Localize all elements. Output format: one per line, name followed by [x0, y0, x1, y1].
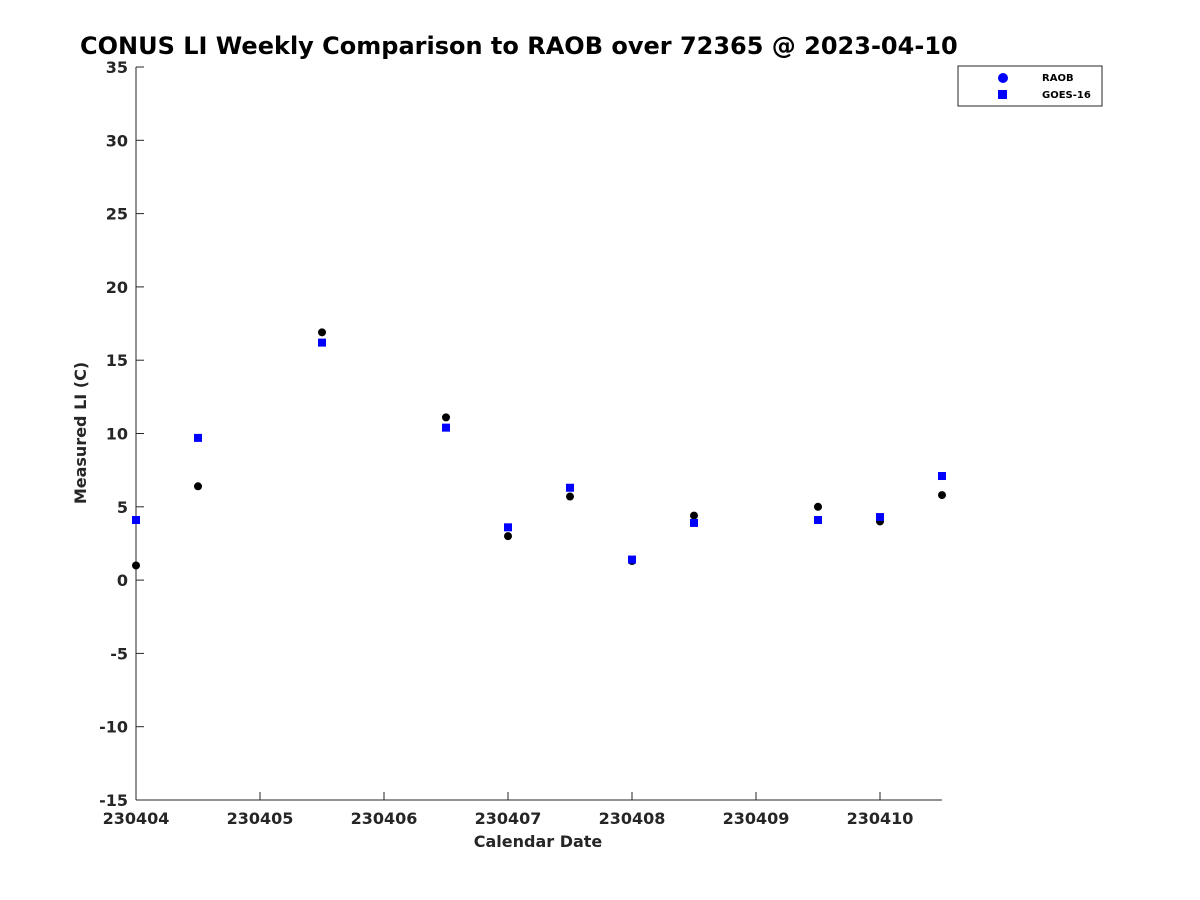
y-axis-title: Measured LI (C)	[71, 362, 90, 504]
y-tick-label: 25	[106, 205, 128, 224]
goes-16-point	[442, 423, 450, 432]
raob-point	[442, 413, 450, 422]
raob-point	[690, 511, 698, 520]
axes	[135, 67, 942, 801]
raob-point	[132, 561, 140, 570]
legend-goes-label: GOES-16	[1042, 90, 1091, 101]
legend-raob-label: RAOB	[1042, 73, 1074, 84]
y-axis-ticks: -15 -10 -5 0 5 10 15 20 25 30 35	[99, 58, 144, 810]
goes-16-point	[876, 513, 884, 522]
raob-point	[318, 328, 326, 337]
y-tick-label: 30	[106, 131, 128, 150]
raob-point	[194, 482, 202, 491]
x-tick-label: 230408	[599, 809, 666, 828]
y-tick-label: 10	[106, 425, 128, 444]
y-tick-label: -5	[110, 644, 128, 663]
x-axis-title: Calendar Date	[474, 832, 603, 851]
x-tick-label: 230409	[723, 809, 790, 828]
goes-16-point	[194, 433, 202, 442]
raob-point	[504, 532, 512, 541]
raob-point	[566, 492, 574, 501]
goes-16-point	[504, 523, 512, 532]
legend-raob-marker	[998, 73, 1008, 83]
y-tick-label: -15	[99, 791, 128, 810]
goes-16-point	[690, 518, 698, 527]
x-tick-label: 230407	[475, 809, 542, 828]
x-axis-ticks: 230404 230405 230406 230407 230408 230409 2304…	[103, 792, 914, 828]
goes-16-point	[628, 555, 636, 564]
x-tick-label: 230404	[103, 809, 170, 828]
goes-16-point	[566, 483, 574, 492]
legend-box	[957, 65, 1103, 107]
y-tick-label: 35	[106, 58, 128, 77]
goes-16-point	[132, 515, 140, 524]
legend-goes-marker	[998, 90, 1007, 99]
x-tick-label: 230405	[227, 809, 294, 828]
goes-16-point	[814, 515, 822, 524]
data-points	[132, 328, 946, 570]
y-tick-label: 5	[117, 498, 128, 517]
y-tick-label: -10	[99, 718, 128, 737]
y-tick-label: 20	[106, 278, 128, 297]
x-tick-label: 230406	[351, 809, 418, 828]
goes-16-point	[938, 472, 946, 481]
legend: RAOB GOES-16	[957, 65, 1103, 107]
chart-title: CONUS LI Weekly Comparison to RAOB over …	[80, 32, 958, 60]
raob-point	[938, 491, 946, 500]
x-tick-label: 230410	[847, 809, 914, 828]
goes-16-point	[318, 338, 326, 347]
y-tick-label: 15	[106, 351, 128, 370]
y-tick-label: 0	[117, 571, 128, 590]
raob-point	[814, 502, 822, 511]
